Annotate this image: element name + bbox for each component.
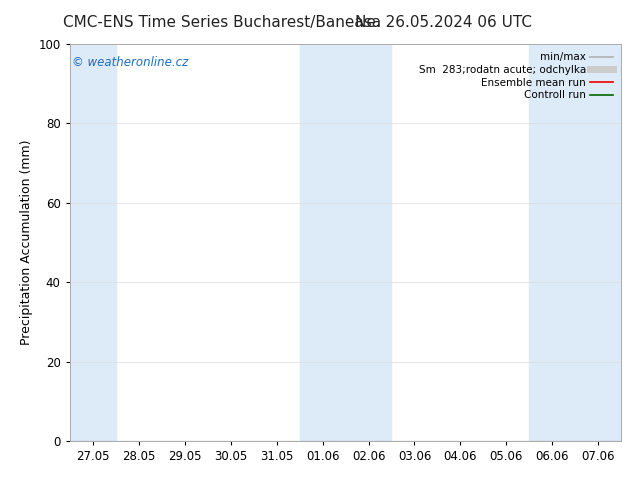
Text: Ne. 26.05.2024 06 UTC: Ne. 26.05.2024 06 UTC	[355, 15, 533, 29]
Legend: min/max, Sm  283;rodatn acute; odchylka, Ensemble mean run, Controll run: min/max, Sm 283;rodatn acute; odchylka, …	[415, 49, 616, 103]
Y-axis label: Precipitation Accumulation (mm): Precipitation Accumulation (mm)	[20, 140, 33, 345]
Bar	[529, 44, 621, 441]
Bar	[299, 44, 391, 441]
Bar	[70, 44, 115, 441]
Text: © weatheronline.cz: © weatheronline.cz	[72, 56, 189, 69]
Text: CMC-ENS Time Series Bucharest/Baneasa: CMC-ENS Time Series Bucharest/Baneasa	[63, 15, 381, 29]
